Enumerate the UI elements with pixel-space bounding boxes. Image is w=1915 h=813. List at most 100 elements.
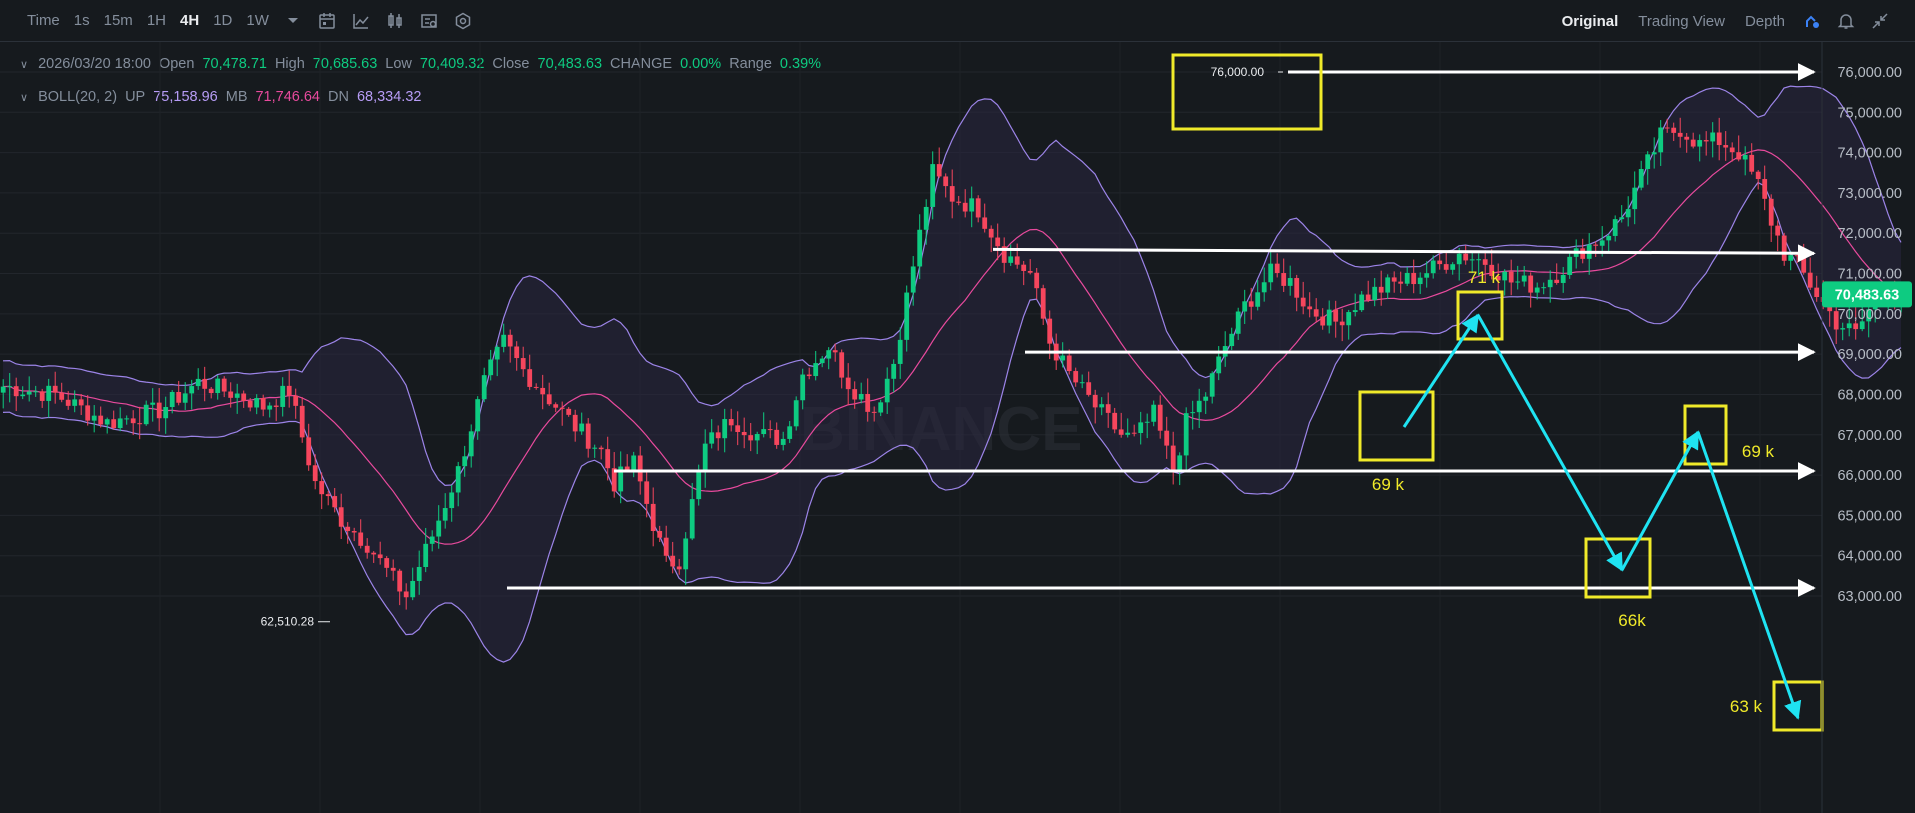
draw-tool-icon[interactable] [1795,12,1829,30]
open-label: Open [158,56,195,72]
candle-body [1001,246,1007,263]
candle-body [644,481,650,504]
candle-body [618,466,624,492]
boll-mid-line [2,149,1902,545]
interval-time[interactable]: Time [27,12,60,29]
candle-body [1118,429,1124,435]
collapse-icon[interactable] [1863,12,1897,30]
interval-1s[interactable]: 1s [73,12,90,29]
annotation-box [1358,390,1435,462]
indicator-icon[interactable] [378,12,412,30]
candle-body [390,567,396,571]
candle-body [598,447,604,450]
candle-body [657,531,663,538]
candle-body [1177,455,1183,473]
candle-body [1658,127,1664,153]
view-trading-view[interactable]: Trading View [1638,12,1725,30]
boll-upper-line [2,85,1902,486]
candle-body [351,531,357,533]
candle-body [72,399,78,406]
candle-body [1807,272,1813,288]
collapse-chevron-icon[interactable]: ∨ [20,91,29,104]
candle-body [293,395,299,406]
candle-body [579,423,585,432]
candle-body [923,206,929,230]
candle-body [1456,253,1462,265]
candle-body [1638,169,1644,188]
candle-body [592,447,598,449]
candle-body [1112,412,1118,430]
candle-body [1417,277,1423,285]
candle-body [423,543,429,568]
candle-body [689,499,695,539]
candle-body [741,432,747,436]
hexagon-settings-icon[interactable] [446,12,480,30]
candle-body [1151,404,1157,422]
candle-body [1684,136,1690,140]
tick-label: 63,000.00 [1837,589,1902,605]
view-original[interactable]: Original [1561,12,1619,30]
tick-label: 75,000.00 [1837,105,1902,121]
projection-arrow [1476,314,1624,572]
candle-body [1710,132,1716,142]
high-marker-label: 76,000.00 [1211,65,1265,79]
tick-label: 74,000.00 [1837,146,1902,162]
last-price-tag [1822,281,1912,308]
line-tool-icon[interactable] [344,12,378,30]
candle-body [91,415,97,421]
candle-body [403,591,409,598]
candle-body [585,423,591,449]
candle-body [858,393,864,400]
chevron-down-icon[interactable] [276,17,310,25]
bollinger-band [2,85,1902,663]
candle-body [280,385,286,407]
interval-1d[interactable]: 1D [213,12,233,29]
candle-body [202,378,208,389]
candle-body [1775,225,1781,236]
candle-body [1729,147,1735,153]
calendar-icon[interactable] [310,12,344,30]
candle-body [111,419,117,429]
interval-15m[interactable]: 15m [103,12,133,29]
candle-body [748,435,754,441]
candle-body [780,438,786,445]
candle-body [397,570,403,592]
collapse-chevron-icon[interactable]: ∨ [20,58,29,71]
interval-1w[interactable]: 1W [246,12,269,29]
range-label: Range [729,56,772,72]
candle-body [182,393,188,403]
candles: 76,000.00 62,510.28 [0,65,1904,629]
candle-body [1541,287,1547,289]
candle-body [1755,171,1761,180]
open-value: 70,478.71 [202,56,267,72]
candle-body [709,432,715,444]
candle-body [384,558,390,568]
chart-settings-icon[interactable] [412,12,446,30]
candle-body [1788,255,1794,261]
boll-up-value: 75,158.96 [153,89,218,105]
projection-arrow [1620,430,1700,571]
candle-body [1385,277,1391,293]
boll-name[interactable]: BOLL(20, 2) [38,89,118,105]
view-depth[interactable]: Depth [1744,12,1785,30]
candle-body [1378,286,1384,293]
candle-body [1781,235,1787,261]
candle-body [20,394,26,397]
candle-body [1086,382,1092,395]
projection-arrow [1696,431,1802,720]
interval-1h[interactable]: 1H [146,12,166,29]
price-axis[interactable]: 63,000.00 64,000.00 65,000.00 66,000.00 67,0… [1821,42,1912,813]
candle-body [1235,311,1241,334]
candle-body [1229,333,1235,347]
candle-body [1606,235,1612,241]
candle-body [520,358,526,370]
candle-body [501,334,507,347]
candle-body [826,350,832,359]
candle-body [715,432,721,439]
candle-body [254,398,260,408]
candle-body [1476,259,1482,261]
bell-icon[interactable] [1829,12,1863,30]
interval-4h[interactable]: 4H [180,12,200,29]
annotation-box [1171,53,1323,131]
